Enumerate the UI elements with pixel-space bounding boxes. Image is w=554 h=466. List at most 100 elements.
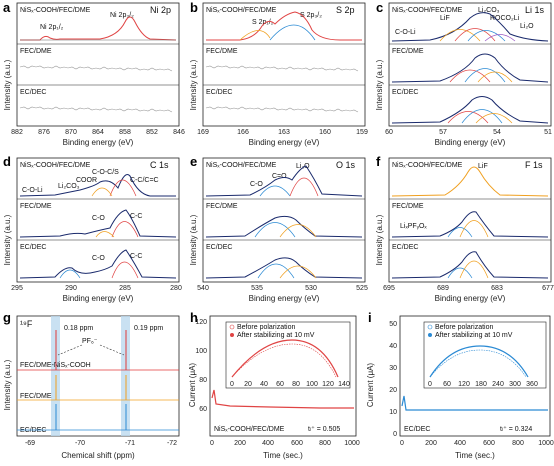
element-label: O 1s bbox=[336, 160, 356, 170]
svg-text:40: 40 bbox=[389, 343, 397, 350]
element-label: S 2p bbox=[336, 5, 355, 15]
species-label: PF₆⁻ bbox=[82, 338, 98, 345]
sample-label: EC/DEC bbox=[20, 89, 46, 96]
panel-i: i Current (μA) 0 10 20 30 40 50 Before p… bbox=[366, 310, 554, 460]
x-ticks: 882 876 870 864 858 852 846 bbox=[11, 129, 185, 136]
peak-label: Li₂CO₃ bbox=[58, 183, 80, 190]
element-label: F 1s bbox=[525, 160, 543, 170]
sample-label: EC/DEC bbox=[404, 426, 430, 433]
sample-label: NiSₓ-COOH/FEC/DME bbox=[206, 162, 277, 169]
peak-label: C-C/C=C bbox=[130, 177, 159, 184]
y-ticks: 60 80 100 120 bbox=[195, 319, 207, 413]
svg-text:60: 60 bbox=[443, 381, 451, 388]
sample-label: NiSₓ-COOH/FEC/DME bbox=[392, 7, 463, 14]
svg-text:57: 57 bbox=[439, 129, 447, 136]
element-label: C 1s bbox=[150, 160, 169, 170]
svg-text:360: 360 bbox=[526, 381, 538, 388]
legend-item: After stabilizing at 10 mV bbox=[237, 332, 315, 339]
y-axis-label: Intensity (a.u.) bbox=[3, 359, 12, 410]
svg-text:852: 852 bbox=[146, 129, 158, 136]
svg-text:180: 180 bbox=[475, 381, 487, 388]
x-ticks: 295 290 285 280 bbox=[11, 285, 182, 292]
svg-text:54: 54 bbox=[493, 129, 501, 136]
legend-item: After stabilizing at 10 mV bbox=[435, 332, 513, 339]
panel-g: g Intensity (a.u.) ¹⁹F 0.18 ppm 0.19 ppm… bbox=[3, 310, 180, 460]
svg-text:695: 695 bbox=[383, 285, 395, 292]
svg-text:600: 600 bbox=[291, 440, 303, 447]
shift-label: 0.19 ppm bbox=[134, 325, 163, 332]
x-axis-label: Chemical shift (ppm) bbox=[61, 451, 135, 460]
sample-label: FEC/DME-NiSₓ-COOH bbox=[20, 362, 91, 369]
x-axis-label: Time (sec.) bbox=[263, 451, 303, 460]
peak-label: ROCO₂Li bbox=[490, 15, 520, 22]
sample-label: FEC/DME bbox=[20, 203, 52, 210]
panel-d: d Intensity (a.u.) NiSₓ-COOH/FEC/DME C 1… bbox=[3, 154, 182, 303]
sample-label: EC/DEC bbox=[392, 244, 418, 251]
sample-label: FEC/DME bbox=[206, 203, 238, 210]
svg-text:60: 60 bbox=[199, 406, 207, 413]
sample-label: EC/DEC bbox=[20, 244, 46, 251]
peak-label: C-C bbox=[130, 213, 142, 220]
peak-label: C-O bbox=[92, 255, 105, 262]
svg-text:0: 0 bbox=[400, 440, 404, 447]
panel-b: b Intensity (a.u.) NiSₓ-COOH/FEC/DME S 2… bbox=[189, 0, 368, 147]
sample-label: FEC/DME bbox=[20, 393, 52, 400]
svg-text:300: 300 bbox=[509, 381, 521, 388]
svg-text:858: 858 bbox=[119, 129, 131, 136]
x-axis-label: Binding energy (eV) bbox=[435, 138, 506, 147]
svg-text:846: 846 bbox=[173, 129, 185, 136]
sample-label: EC/DEC bbox=[206, 89, 232, 96]
svg-text:166: 166 bbox=[237, 129, 249, 136]
peak-label: C-O bbox=[250, 181, 263, 188]
x-axis-label: Binding energy (eV) bbox=[435, 294, 506, 303]
peak-label: C-O-Li bbox=[22, 187, 43, 194]
svg-text:800: 800 bbox=[319, 440, 331, 447]
peak-label: C-O bbox=[92, 215, 105, 222]
peak-label: LiF bbox=[440, 15, 450, 22]
sample-label: NiSₓ-COOH/FEC/DME bbox=[206, 7, 277, 14]
panel-letter: g bbox=[3, 310, 11, 325]
svg-text:120: 120 bbox=[322, 381, 334, 388]
y-ticks: 0 10 20 30 40 50 bbox=[389, 321, 397, 438]
svg-text:-72: -72 bbox=[167, 440, 177, 447]
svg-text:876: 876 bbox=[38, 129, 50, 136]
peak-label: C=O bbox=[272, 173, 287, 180]
y-axis-label: Intensity (a.u.) bbox=[189, 214, 198, 265]
panel-letter: c bbox=[376, 0, 383, 15]
svg-text:120: 120 bbox=[458, 381, 470, 388]
y-axis-label: Intensity (a.u.) bbox=[375, 59, 384, 110]
svg-text:60: 60 bbox=[276, 381, 284, 388]
panel-letter: f bbox=[376, 154, 381, 169]
svg-text:1000: 1000 bbox=[538, 440, 554, 447]
x-axis-label: Time (sec.) bbox=[455, 451, 495, 460]
svg-text:100: 100 bbox=[195, 348, 207, 355]
svg-text:160: 160 bbox=[319, 129, 331, 136]
element-label: Ni 2p bbox=[150, 5, 171, 15]
svg-text:20: 20 bbox=[244, 381, 252, 388]
nucleus-label: ¹⁹F bbox=[20, 319, 33, 329]
panel-h: h Current (μA) 60 80 100 120 Before pola… bbox=[188, 310, 360, 460]
sample-label: EC/DEC bbox=[20, 427, 46, 434]
sample-label: FEC/DME bbox=[206, 48, 238, 55]
sample-label: NiSₓ-COOH/FEC/DME bbox=[392, 162, 463, 169]
svg-text:689: 689 bbox=[437, 285, 449, 292]
svg-text:169: 169 bbox=[197, 129, 209, 136]
legend-item: Before polarization bbox=[237, 324, 295, 331]
panel-e: e Intensity (a.u.) NiSₓ-COOH/FEC/DME O 1… bbox=[189, 154, 368, 303]
svg-text:677: 677 bbox=[542, 285, 554, 292]
svg-text:864: 864 bbox=[92, 129, 104, 136]
svg-text:400: 400 bbox=[454, 440, 466, 447]
svg-text:200: 200 bbox=[425, 440, 437, 447]
svg-text:280: 280 bbox=[170, 285, 182, 292]
peak-label: LiₓPFᵧOₓ bbox=[400, 223, 427, 230]
peak-label: Ni 2p₃/₂ bbox=[110, 12, 134, 19]
panel-letter: a bbox=[3, 0, 11, 15]
panel-letter: e bbox=[190, 154, 197, 169]
peak-label: C-O-C/S bbox=[92, 169, 119, 176]
sample-label: EC/DEC bbox=[206, 244, 232, 251]
svg-text:51: 51 bbox=[544, 129, 552, 136]
svg-text:30: 30 bbox=[389, 365, 397, 372]
svg-text:530: 530 bbox=[305, 285, 317, 292]
y-axis-label: Current (μA) bbox=[188, 363, 197, 408]
